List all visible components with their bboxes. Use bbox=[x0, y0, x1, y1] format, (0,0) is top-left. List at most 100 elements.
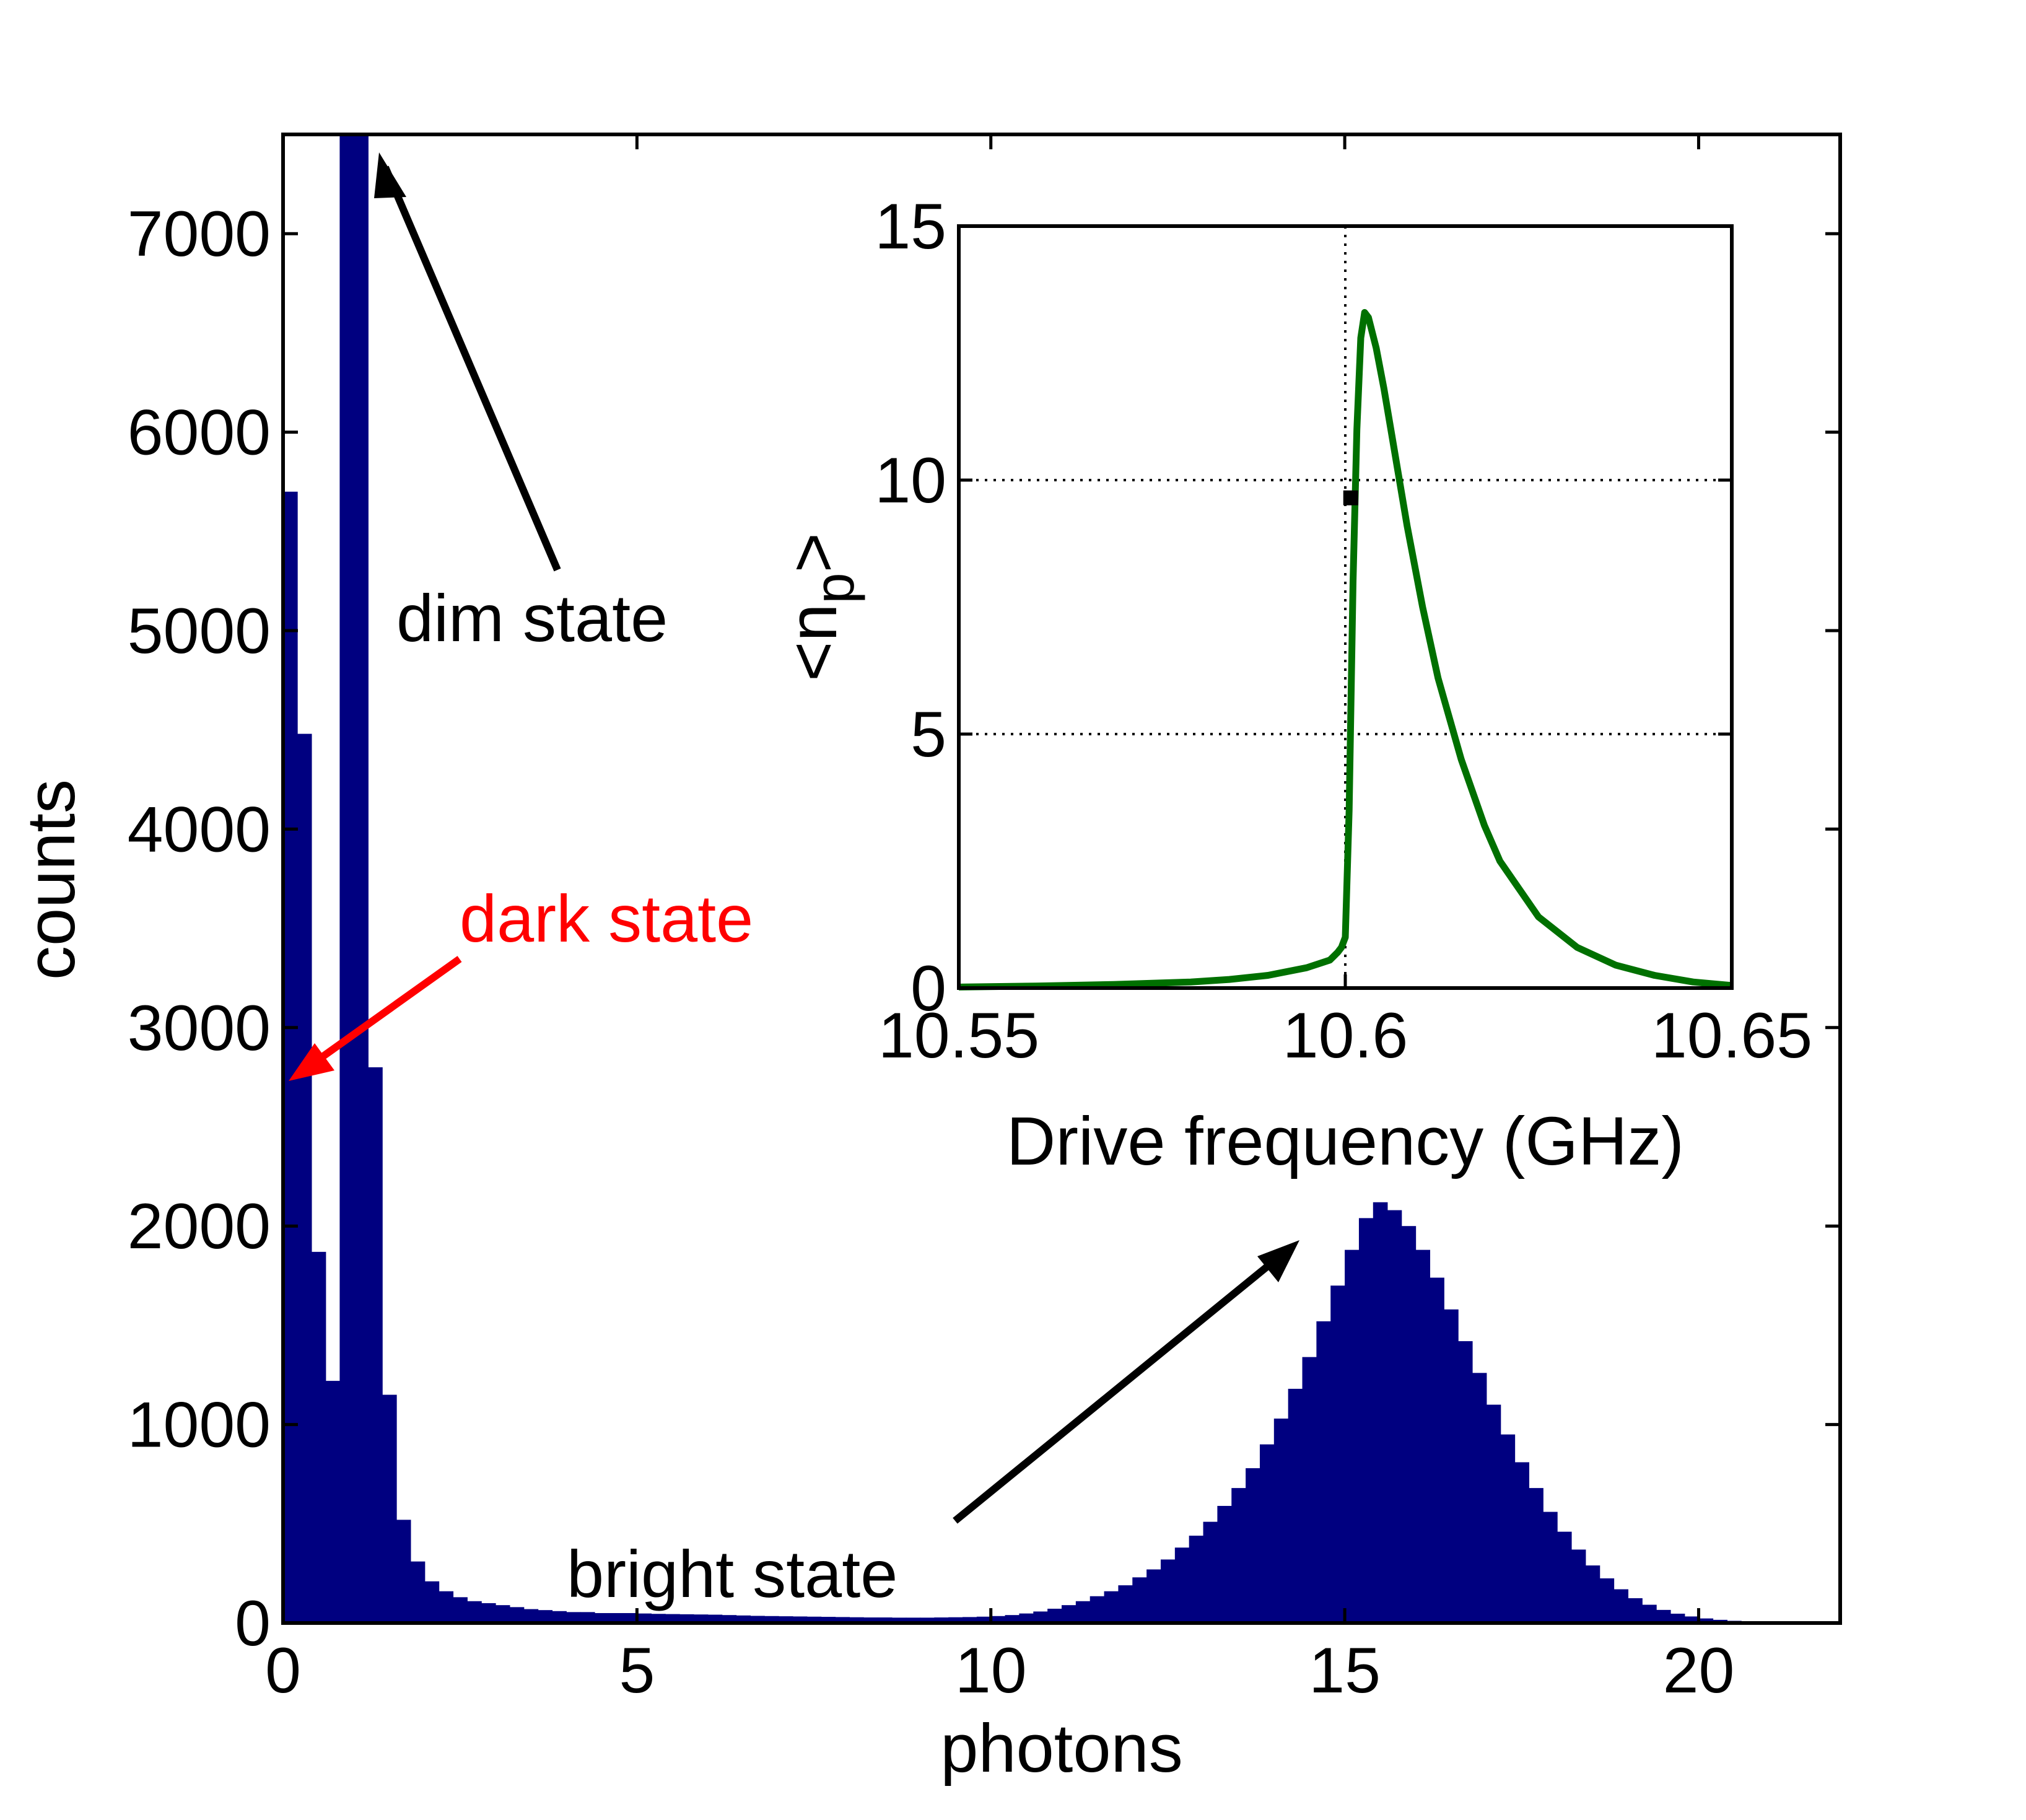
histogram-bar bbox=[948, 1617, 963, 1623]
histogram-bar bbox=[1373, 1202, 1388, 1623]
histogram-bar bbox=[1104, 1591, 1119, 1623]
histogram-bar bbox=[1259, 1444, 1275, 1623]
bright-state-arrowhead bbox=[1257, 1240, 1299, 1282]
dim-state-arrowhead bbox=[374, 152, 406, 198]
histogram-bar bbox=[637, 1613, 652, 1623]
histogram-bar bbox=[608, 1612, 624, 1623]
histogram-bar bbox=[339, 134, 355, 1623]
histogram-bar bbox=[424, 1581, 440, 1623]
histogram-bar bbox=[1345, 1249, 1360, 1623]
histogram-bar bbox=[1430, 1277, 1444, 1623]
y-tick-label: 4000 bbox=[128, 794, 271, 865]
histogram-bar bbox=[509, 1607, 525, 1623]
inset-y-tick-label: 0 bbox=[910, 953, 946, 1025]
histogram-bar bbox=[722, 1615, 737, 1623]
histogram-bar bbox=[792, 1616, 808, 1623]
histogram-bar bbox=[821, 1617, 836, 1623]
histogram-bar bbox=[396, 1520, 411, 1623]
histogram-bar bbox=[368, 1067, 383, 1623]
histogram-bar bbox=[1628, 1598, 1643, 1623]
inset-y-axis-label: <np> bbox=[775, 533, 866, 681]
histogram-bar bbox=[1444, 1309, 1459, 1623]
inset-y-label-main: <n bbox=[775, 603, 851, 681]
inset-y-label-end: > bbox=[775, 533, 851, 572]
inset-x-axis-label: Drive frequency (GHz) bbox=[1006, 1103, 1684, 1179]
inset-y-tick-label: 5 bbox=[910, 699, 946, 771]
histogram-bar bbox=[1005, 1615, 1020, 1623]
histogram-bar bbox=[849, 1617, 864, 1623]
histogram-bar bbox=[778, 1616, 793, 1623]
histogram-bar bbox=[963, 1617, 977, 1623]
histogram-bar bbox=[764, 1616, 779, 1623]
x-tick-label: 10 bbox=[955, 1635, 1027, 1707]
histogram-bar bbox=[382, 1394, 397, 1623]
histogram-bar bbox=[594, 1612, 609, 1623]
histogram-bar bbox=[495, 1605, 510, 1623]
inset-marker bbox=[1343, 490, 1358, 505]
histogram-bar bbox=[1132, 1577, 1147, 1623]
histogram-bar bbox=[1033, 1611, 1048, 1623]
histogram-bar bbox=[806, 1616, 822, 1623]
histogram-bar bbox=[1203, 1521, 1218, 1623]
histogram-bar bbox=[1415, 1249, 1431, 1623]
x-tick-label: 0 bbox=[265, 1635, 301, 1707]
histogram-bar bbox=[679, 1614, 694, 1623]
x-tick-label: 20 bbox=[1663, 1635, 1735, 1707]
histogram-bar bbox=[934, 1617, 949, 1623]
histogram-bar bbox=[1146, 1569, 1161, 1623]
histogram-bar bbox=[976, 1616, 992, 1623]
inset-y-axis: 0 5 10 15 bbox=[875, 191, 1732, 1025]
main-y-axis: 0 1000 2000 3000 4000 5000 6000 7000 bbox=[128, 198, 1840, 1660]
histogram-bar bbox=[523, 1609, 539, 1623]
histogram-bar bbox=[1543, 1512, 1558, 1623]
histogram-bar bbox=[1472, 1373, 1487, 1623]
histogram-bar bbox=[693, 1614, 709, 1623]
histogram-bar bbox=[410, 1561, 426, 1623]
histogram-bar bbox=[580, 1612, 595, 1623]
histogram-bar bbox=[707, 1614, 723, 1623]
bright-state-label: bright state bbox=[567, 1536, 897, 1611]
histogram-bar bbox=[439, 1591, 454, 1623]
histogram-bar bbox=[467, 1601, 482, 1623]
main-plot-frame bbox=[281, 133, 1842, 1625]
histogram-bar bbox=[1118, 1585, 1133, 1623]
histogram-bar bbox=[622, 1612, 638, 1623]
histogram-bar bbox=[750, 1616, 765, 1623]
y-tick-label: 5000 bbox=[128, 595, 271, 667]
histogram-bar bbox=[1599, 1578, 1615, 1623]
inset-y-label-sub: p bbox=[804, 572, 866, 603]
inset-y-tick-label: 15 bbox=[875, 191, 946, 263]
histogram-bar bbox=[1613, 1589, 1628, 1623]
histogram-bar bbox=[736, 1615, 751, 1623]
bright-state-arrow bbox=[953, 1251, 1285, 1524]
histogram-bar bbox=[1514, 1462, 1529, 1623]
histogram-bar bbox=[1330, 1285, 1345, 1623]
inset-x-axis: 10.55 10.6 10.65 bbox=[878, 974, 1812, 1072]
histogram-bar bbox=[283, 491, 298, 1623]
histogram-bar bbox=[1457, 1341, 1473, 1623]
histogram-bar bbox=[1273, 1418, 1289, 1623]
inset-x-tick-label: 10.6 bbox=[1283, 1000, 1408, 1072]
svg-text:<np>: <np> bbox=[775, 533, 866, 681]
histogram-bar bbox=[906, 1617, 921, 1623]
histogram-bar bbox=[1670, 1613, 1685, 1623]
histogram-bar bbox=[311, 1251, 326, 1623]
dim-state-label: dim state bbox=[396, 580, 668, 655]
histogram-bar bbox=[325, 1381, 341, 1623]
inset-curve bbox=[958, 308, 1732, 991]
main-x-axis-label: photons bbox=[940, 1710, 1182, 1787]
histogram-bar bbox=[877, 1617, 893, 1623]
main-chart: 0 5 10 15 20 0 1000 2000 3000 4000 5000 6000 7000 p… bbox=[13, 133, 1842, 1787]
histogram-bar bbox=[665, 1614, 680, 1623]
histogram-bar bbox=[1217, 1505, 1233, 1623]
histogram-bar bbox=[1246, 1468, 1260, 1623]
histogram-bar bbox=[481, 1603, 496, 1623]
histogram-bar bbox=[1231, 1488, 1246, 1623]
histogram-bar bbox=[891, 1617, 907, 1623]
y-tick-label: 0 bbox=[235, 1588, 271, 1660]
histogram-bar bbox=[1500, 1434, 1516, 1623]
inset-x-tick-label: 10.55 bbox=[878, 1000, 1039, 1072]
histogram-bar bbox=[354, 134, 369, 1623]
histogram-bar bbox=[1089, 1596, 1105, 1623]
